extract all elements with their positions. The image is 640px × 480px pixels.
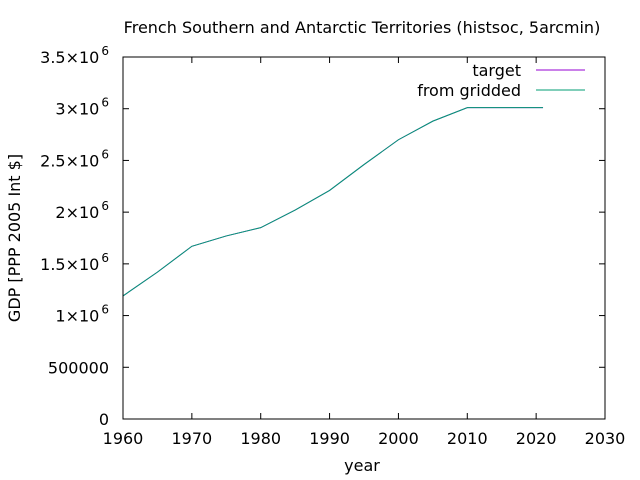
x-tick-label: 2020 [516,429,557,448]
y-tick-label: 1.5×10 6 [40,251,109,274]
x-tick-label: 1970 [171,429,212,448]
y-tick-label: 2.5×10 6 [40,147,109,170]
y-tick-label: 3×10 6 [55,96,109,119]
x-tick-label: 2010 [447,429,488,448]
series-line-target [122,107,544,297]
x-tick-label: 1960 [103,429,144,448]
chart-title: French Southern and Antarctic Territorie… [124,18,601,37]
legend-label: from gridded [417,81,521,100]
y-tick-label: 2×10 6 [55,199,109,222]
x-tick-label: 1990 [309,429,350,448]
y-tick-label: 3.5×10 6 [40,44,109,67]
series-line-from-gridded [122,107,544,297]
plot-series-layer [122,107,544,297]
x-tick-label: 1980 [240,429,281,448]
x-axis-label: year [344,456,380,475]
y-axis: 0 500000 1×10 6 1.5×10 6 2×10 6 2.5×10 6 3×10 6 3.5×… [40,44,605,429]
y-axis-label: GDP [PPP 2005 Int $] [5,154,24,322]
x-tick-label: 2030 [585,429,626,448]
x-axis: 1960 1970 1980 1990 2000 2010 2020 2030 [103,57,626,448]
y-tick-label: 1×10 6 [55,303,109,326]
plot-frame [122,56,606,420]
x-tick-label: 2000 [378,429,419,448]
y-tick-label: 0 [99,410,109,429]
y-tick-label: 500000 [48,358,109,377]
legend-label: target [472,61,521,80]
